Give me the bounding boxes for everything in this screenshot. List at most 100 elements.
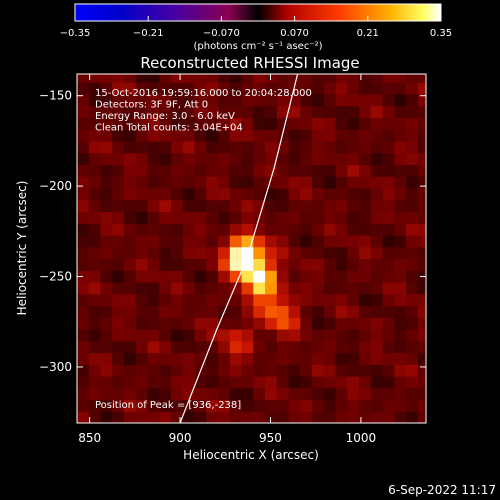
heatmap-cell xyxy=(394,352,407,365)
heatmap-cell xyxy=(88,305,102,318)
heatmap-cell xyxy=(159,211,172,224)
heatmap-cell xyxy=(124,164,137,177)
heatmap-cell xyxy=(135,74,149,83)
heatmap-cell xyxy=(370,305,384,318)
heatmap-cell xyxy=(77,164,90,177)
heatmap-cell xyxy=(382,270,395,283)
heatmap-cell xyxy=(359,117,372,130)
heatmap-cell xyxy=(124,246,137,260)
heatmap-cell xyxy=(147,117,160,130)
heatmap-cell xyxy=(100,411,113,423)
heatmap-cell xyxy=(276,258,290,271)
heatmap-cell xyxy=(265,399,278,412)
heatmap-cell xyxy=(218,164,231,177)
heatmap-cell xyxy=(406,317,419,330)
heatmap-cell xyxy=(417,364,426,377)
heatmap-cell xyxy=(312,317,325,330)
heatmap-cell xyxy=(347,199,360,213)
heatmap-cell xyxy=(323,74,337,83)
annotation-line: Detectors: 3F 9F, Att 0 xyxy=(95,100,208,111)
heatmap-cell xyxy=(159,399,172,412)
heatmap-cell xyxy=(124,93,137,107)
colorbar-ticks: −0.35 −0.21 −0.070 0.070 0.21 0.35 xyxy=(60,16,452,39)
heatmap-cell xyxy=(253,105,266,118)
heatmap-cell xyxy=(382,199,395,213)
heatmap-cell xyxy=(265,140,278,154)
heatmap-cell xyxy=(335,246,348,260)
heatmap-cell xyxy=(206,187,219,201)
heatmap-cell xyxy=(206,411,219,423)
heatmap-cell xyxy=(406,258,419,271)
heatmap-cell xyxy=(124,258,137,271)
heatmap-cell xyxy=(312,82,325,95)
heatmap-cell xyxy=(112,399,125,412)
heatmap-cell xyxy=(112,223,125,236)
heatmap-cell xyxy=(300,117,313,130)
x-axis-label: Heliocentric X (arcsec) xyxy=(183,448,319,462)
heatmap-cell xyxy=(159,164,172,177)
heatmap-cell xyxy=(100,364,113,377)
heatmap-cell xyxy=(100,375,113,389)
heatmap-cell xyxy=(88,375,102,389)
heatmap-cell xyxy=(147,93,160,107)
heatmap-cell xyxy=(112,258,125,271)
heatmap-cell xyxy=(359,375,372,389)
heatmap-cell xyxy=(171,328,184,342)
heatmap-cell xyxy=(194,82,207,95)
heatmap-cell xyxy=(406,93,419,107)
heatmap-cell xyxy=(370,74,384,83)
heatmap-cell xyxy=(312,364,325,377)
heatmap-cell xyxy=(88,223,102,236)
heatmap-cell xyxy=(323,140,337,154)
heatmap-cell xyxy=(241,352,254,365)
heatmap-cell xyxy=(394,105,407,118)
heatmap-cell xyxy=(77,211,90,224)
heatmap-cell xyxy=(359,364,372,377)
heatmap-cell xyxy=(288,164,301,177)
heatmap-cell xyxy=(147,187,160,201)
heatmap-cell xyxy=(347,82,360,95)
heatmap-cell xyxy=(323,129,337,142)
heatmap-cell xyxy=(265,74,278,83)
heatmap-cell xyxy=(370,129,384,142)
heatmap-cell xyxy=(335,223,348,236)
heatmap-cell xyxy=(347,164,360,177)
heatmap-cell xyxy=(206,375,219,389)
heatmap-cell xyxy=(171,305,184,318)
heatmap-cell xyxy=(112,270,125,283)
heatmap-cell xyxy=(147,234,160,248)
heatmap-cell xyxy=(171,152,184,166)
heatmap-cell xyxy=(206,199,219,213)
heatmap-cell xyxy=(135,364,149,377)
heatmap-cell xyxy=(300,93,313,107)
heatmap-cell xyxy=(135,93,149,107)
heatmap-cell xyxy=(382,140,395,154)
heatmap-cell xyxy=(253,93,266,107)
heatmap-cell xyxy=(229,352,243,365)
heatmap-cell xyxy=(300,152,313,166)
heatmap-cell xyxy=(171,293,184,307)
heatmap-cell xyxy=(218,270,231,283)
heatmap-cell xyxy=(100,328,113,342)
heatmap-cell xyxy=(347,140,360,154)
heatmap-cell xyxy=(218,387,231,401)
heatmap-cell xyxy=(300,411,313,423)
heatmap-cell xyxy=(77,246,90,260)
heatmap-cell xyxy=(265,246,278,260)
heatmap-cell xyxy=(88,328,102,342)
heatmap-cell xyxy=(335,411,348,423)
heatmap-cell xyxy=(347,176,360,189)
heatmap-cell xyxy=(100,281,113,295)
heatmap-cell xyxy=(88,246,102,260)
heatmap-cell xyxy=(253,317,266,330)
heatmap-cell xyxy=(218,176,231,189)
heatmap-cell xyxy=(382,152,395,166)
heatmap-cell xyxy=(300,234,313,248)
heatmap-cell xyxy=(206,387,219,401)
heatmap-cell xyxy=(77,187,90,201)
heatmap-cell xyxy=(323,199,337,213)
heatmap-cell xyxy=(159,246,172,260)
heatmap-cell xyxy=(171,105,184,118)
heatmap-cell xyxy=(218,129,231,142)
heatmap-cell xyxy=(288,211,301,224)
